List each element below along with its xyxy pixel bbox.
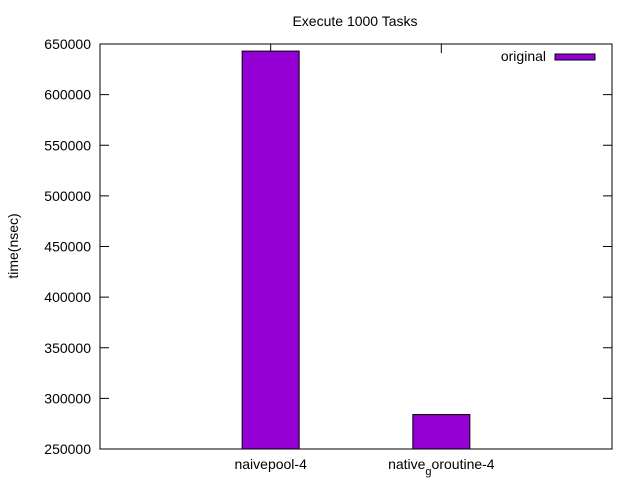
y-tick-label: 450000 bbox=[44, 239, 91, 255]
y-tick-label: 250000 bbox=[44, 441, 91, 457]
x-tick-label-2: nativegoroutine-4 bbox=[388, 456, 495, 478]
y-tick-label: 300000 bbox=[44, 390, 91, 406]
y-axis-label: time(nsec) bbox=[5, 213, 21, 278]
y-tick-label: 350000 bbox=[44, 340, 91, 356]
x-axis-labels: naivepool-4 nativegoroutine-4 bbox=[234, 456, 494, 478]
legend-label-original: original bbox=[501, 48, 546, 64]
bar-2 bbox=[412, 414, 471, 450]
y-tick-label: 500000 bbox=[44, 188, 91, 204]
legend: original bbox=[501, 48, 596, 64]
y-axis-ticks: 250000 300000 350000 400000 450000 500000 5500… bbox=[44, 36, 612, 457]
y-tick-label: 400000 bbox=[44, 289, 91, 305]
y-tick-label: 550000 bbox=[44, 137, 91, 153]
bars bbox=[241, 50, 471, 450]
chart-title: Execute 1000 Tasks bbox=[292, 13, 417, 29]
bar-1 bbox=[241, 50, 300, 450]
x-tick-label-1: naivepool-4 bbox=[234, 456, 307, 472]
plot-frame bbox=[99, 43, 613, 450]
legend-swatch-original bbox=[554, 53, 596, 61]
y-tick-label: 600000 bbox=[44, 87, 91, 103]
y-tick-label: 650000 bbox=[44, 36, 91, 52]
